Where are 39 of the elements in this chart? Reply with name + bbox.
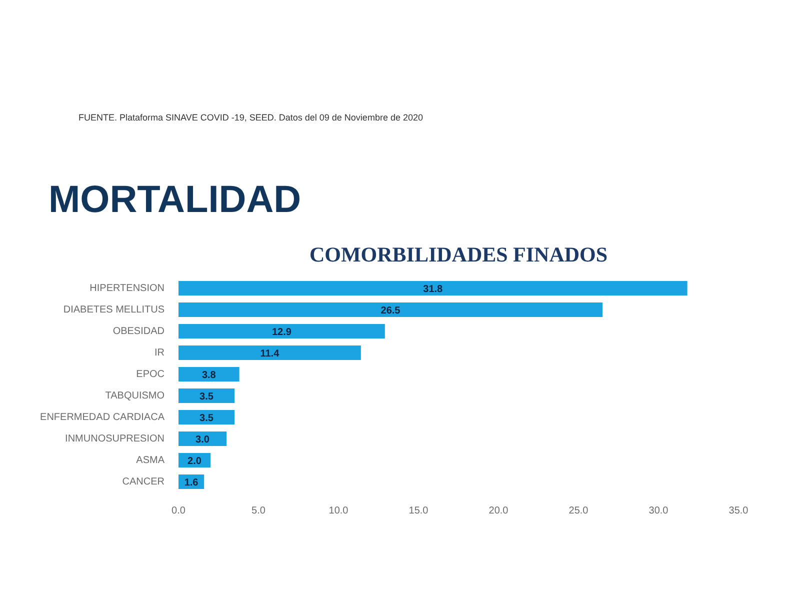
- y-tick-label: ENFERMEDAD CARDIACA: [40, 412, 165, 423]
- y-tick-label: TABQUISMO: [105, 390, 165, 402]
- data-label: 11.4: [260, 348, 280, 360]
- x-tick-label: 20.0: [488, 506, 509, 516]
- x-tick-label: 15.0: [408, 506, 429, 516]
- bar: [178, 324, 385, 339]
- data-label: 31.8: [423, 284, 444, 295]
- x-tick-label: 10.0: [328, 506, 349, 516]
- data-label: 12.9: [272, 326, 292, 338]
- y-tick-label: OBESIDAD: [112, 326, 165, 337]
- bar: [178, 280, 688, 296]
- data-label: 2.0: [188, 456, 202, 467]
- y-tick-label: CANCER: [122, 476, 165, 488]
- x-tick-label: 35.0: [728, 506, 749, 516]
- bar: [178, 431, 226, 446]
- x-tick-label: 30.0: [648, 506, 669, 516]
- y-tick-label: ASMA: [136, 454, 165, 466]
- x-tick-label: 5.0: [252, 506, 266, 516]
- data-label: 3.5: [200, 412, 214, 424]
- bar: [178, 366, 240, 382]
- y-tick-label: DIABETES MELLITUS: [63, 304, 165, 316]
- x-tick-label: 25.0: [568, 506, 589, 516]
- bar: [178, 410, 234, 425]
- y-tick-label: HIPERTENSION: [90, 282, 165, 294]
- data-label: 3.0: [196, 434, 210, 446]
- x-tick-label: 0.0: [172, 506, 186, 516]
- source-note: FUENTE. Plataforma SINAVE COVID -19, SEED. Datos del 09 de Noviembre de 2020: [78, 112, 423, 122]
- bar: [178, 388, 234, 404]
- y-tick-label: EPOC: [136, 368, 165, 380]
- chart-subtitle: COMORBILIDADES FINADOS: [309, 242, 608, 266]
- data-label: 3.8: [202, 370, 216, 381]
- data-label: 26.5: [380, 305, 401, 316]
- chart-title: MORTALIDAD: [48, 179, 302, 221]
- bar: [178, 345, 361, 360]
- data-label: 3.5: [200, 391, 214, 402]
- y-tick-label: INMUNOSUPRESION: [65, 433, 164, 444]
- y-tick-label: IR: [154, 347, 164, 358]
- data-label: 1.6: [184, 477, 199, 488]
- bar: [178, 302, 602, 318]
